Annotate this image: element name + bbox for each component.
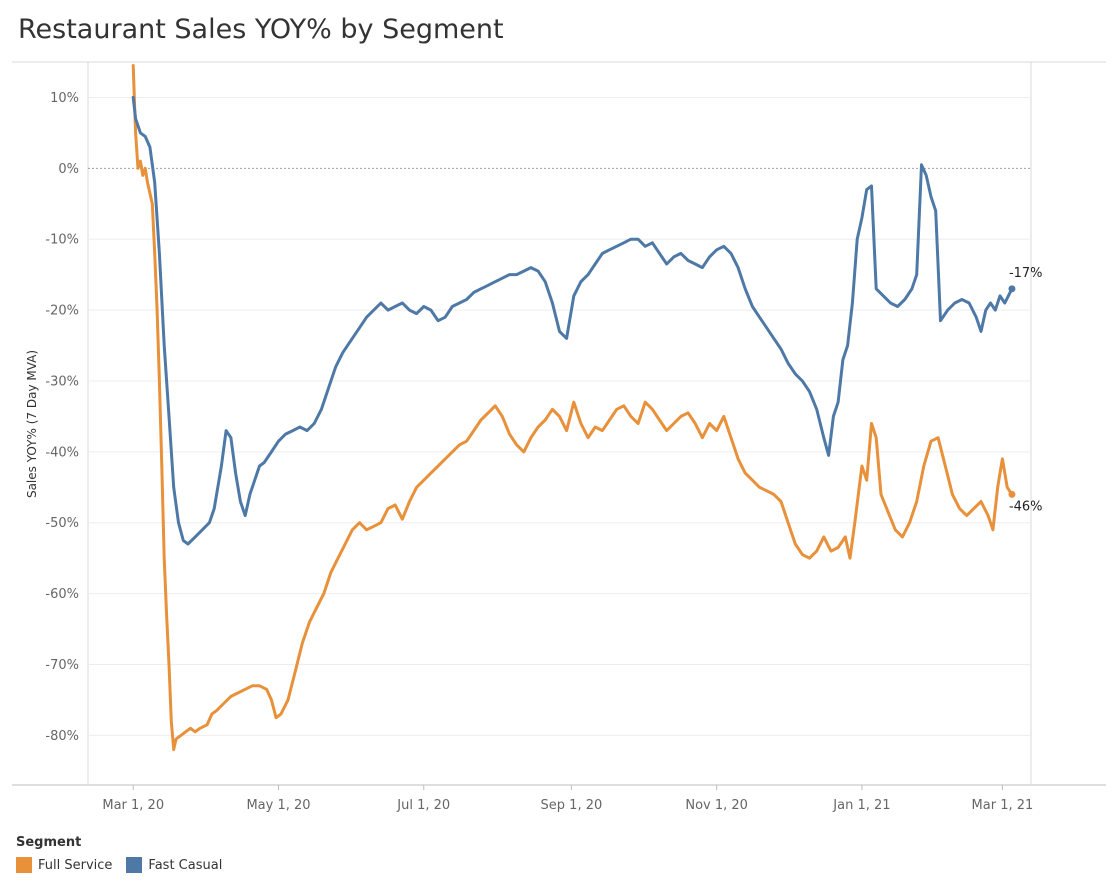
end-label-full-service: -46% [1009,499,1043,514]
end-point-fast-casual [1008,285,1016,293]
y-tick-label: -80% [45,729,79,744]
legend: Segment Full Service Fast Casual [16,835,222,873]
legend-label: Full Service [38,857,113,873]
legend-swatch [126,857,143,873]
x-axis-ticks: Mar 1, 20 May 1, 20 Jul 1, 20 Sep 1, 20 Nov … [102,785,1033,813]
x-tick-label: Jul 1, 20 [396,798,450,813]
y-axis-label: Sales YOY% (7 Day MVA) [25,350,39,498]
end-label-fast-casual: -17% [1009,266,1043,281]
series-line-fast-casual [131,95,1014,546]
y-tick-label: -30% [45,374,79,389]
plot-frame [12,61,1106,786]
chart-title: Restaurant Sales YOY% by Segment [18,14,504,45]
y-tick-label: -60% [45,587,79,602]
y-tick-label: -10% [45,233,79,248]
x-tick-label: Mar 1, 20 [102,798,164,813]
legend-swatch [16,857,32,873]
series-line-full-service [131,64,1014,752]
y-tick-label: -50% [45,516,79,531]
line-chart: 10% 0% -10% -20% -30% -40% -50% -60% -70% -80% Ma… [12,61,1106,813]
end-labels: -46% -17% [1008,266,1043,514]
legend-label: Fast Casual [148,857,223,873]
y-tick-label: 0% [58,162,79,177]
x-tick-label: Mar 1, 21 [972,798,1034,813]
series-lines [131,64,1014,752]
x-tick-label: Sep 1, 20 [541,798,603,813]
end-point-full-service [1008,490,1016,498]
x-tick-label: Jan 1, 21 [832,798,890,813]
gridlines [88,96,1031,736]
y-tick-label: 10% [50,91,79,106]
x-tick-label: May 1, 20 [246,798,310,813]
legend-item-fast-casual[interactable]: Fast Casual [126,857,222,873]
legend-title: Segment [16,835,82,850]
y-tick-label: -20% [45,304,79,319]
y-tick-label: -40% [45,445,79,460]
legend-item-full-service[interactable]: Full Service [16,857,112,873]
legend-entries: Full Service Fast Casual [16,857,222,873]
x-tick-label: Nov 1, 20 [685,798,748,813]
y-axis-ticks: 10% 0% -10% -20% -30% -40% -50% -60% -70% -80% [45,91,79,744]
y-tick-label: -70% [45,658,79,673]
